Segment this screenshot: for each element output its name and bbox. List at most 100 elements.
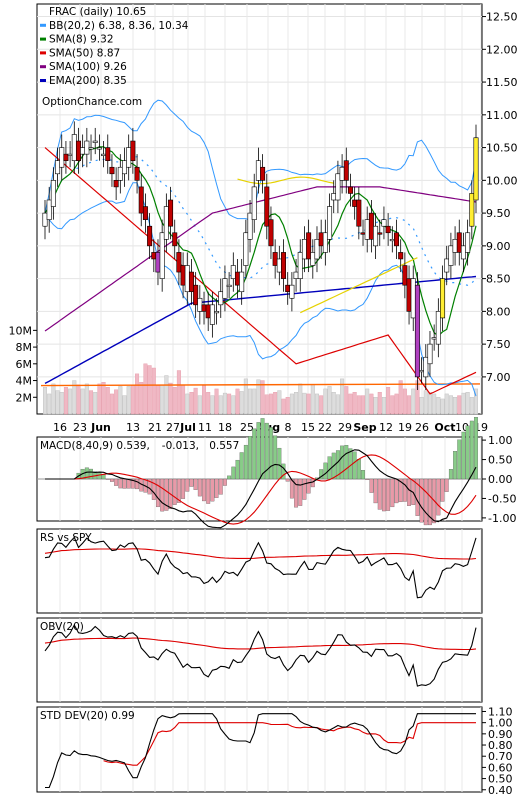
candle-body xyxy=(201,304,207,312)
volume-bar xyxy=(80,388,85,415)
macd-histogram-bar xyxy=(423,478,428,526)
macd-histogram-bar xyxy=(428,478,432,526)
candle-body xyxy=(88,147,94,150)
candle-body xyxy=(92,140,98,143)
macd-histogram-bar xyxy=(419,478,424,523)
volume-bar xyxy=(264,394,269,415)
volume-bar xyxy=(294,392,299,415)
volume-bar xyxy=(352,392,357,415)
candle-body xyxy=(327,206,333,240)
candle-body xyxy=(147,225,153,247)
volume-bar xyxy=(252,388,257,415)
price-legend-entry: FRAC (daily) 10.65 xyxy=(49,6,146,18)
volume-bar xyxy=(227,393,232,415)
candle-body xyxy=(364,219,370,240)
macd-histogram-bar xyxy=(294,478,299,508)
macd-histogram-bar xyxy=(285,478,290,482)
volume-bar xyxy=(423,390,428,415)
bollinger-upper-line xyxy=(44,99,477,222)
candle-body xyxy=(385,225,391,234)
candle-body xyxy=(63,153,69,161)
volume-bar xyxy=(310,384,315,415)
price-y-tick-label: 10.00 xyxy=(486,174,518,187)
volume-bar xyxy=(289,393,294,415)
candle-body xyxy=(448,245,454,266)
candle-body xyxy=(130,140,136,161)
candle-body xyxy=(155,252,161,273)
stddev-y-tick-label: 0.90 xyxy=(488,728,513,741)
price-y-tick-label: 7.50 xyxy=(486,338,511,351)
macd-histogram-bar xyxy=(352,451,357,480)
macd-histogram-bar xyxy=(122,478,127,489)
macd-line xyxy=(45,449,477,529)
volume-bar xyxy=(432,393,437,415)
x-tick-label: 29 xyxy=(338,421,352,434)
candle-body xyxy=(184,265,190,293)
price-y-tick-label: 9.50 xyxy=(486,207,511,220)
candle-body xyxy=(473,137,479,201)
volume-bar xyxy=(63,387,68,415)
macd-histogram-bar xyxy=(197,478,202,497)
x-tick-label: 8 xyxy=(285,421,292,434)
candle-body xyxy=(456,232,462,253)
obv-average-line xyxy=(44,637,477,651)
macd-histogram-bar xyxy=(453,451,458,480)
volume-average-line xyxy=(40,383,481,387)
macd-histogram-bar xyxy=(202,478,206,502)
macd-histogram-bar xyxy=(118,478,123,489)
macd-histogram-bar xyxy=(335,450,340,480)
macd-histogram-bar xyxy=(298,478,303,506)
watermark: OptionChance.com xyxy=(42,96,142,108)
candle-body xyxy=(255,160,261,181)
candle-body xyxy=(410,278,416,319)
rs-line xyxy=(44,536,477,599)
x-tick-label: 16 xyxy=(53,421,67,434)
volume-bar xyxy=(151,367,156,415)
price-legend-entry: EMA(200) 8.35 xyxy=(49,75,127,87)
volume-bar xyxy=(356,395,361,415)
panel-frame-2 xyxy=(36,528,483,614)
price-y-tick-label: 7.00 xyxy=(486,371,511,384)
volume-bar xyxy=(51,383,56,415)
macd-histogram-bar xyxy=(474,417,478,480)
macd-histogram-bar xyxy=(110,478,114,482)
volume-bar xyxy=(218,395,223,415)
macd-legend-entry: -0.013, xyxy=(162,440,199,452)
volume-bar xyxy=(314,393,319,415)
volume-tick-label: 8M xyxy=(16,341,33,354)
macd-histogram-bar xyxy=(130,478,135,489)
candle-body xyxy=(113,180,119,188)
x-tick-label: 23 xyxy=(73,421,87,434)
stddev-y-tick-label: 0.50 xyxy=(488,773,513,786)
volume-bar xyxy=(377,392,382,415)
volume-bar xyxy=(147,365,152,415)
candle-body xyxy=(50,180,56,207)
bollinger-mid-line xyxy=(44,156,477,286)
legend-swatch xyxy=(40,23,46,27)
macd-histogram-bar xyxy=(461,431,466,480)
price-y-tick-label: 10.50 xyxy=(486,142,518,155)
candle-body xyxy=(289,284,295,299)
volume-bar xyxy=(348,393,353,415)
x-tick-label: 12 xyxy=(379,421,393,434)
volume-bar xyxy=(109,393,114,415)
volume-bar xyxy=(448,395,453,415)
volume-bar xyxy=(122,395,127,415)
candle-body xyxy=(402,265,408,286)
volume-bar xyxy=(331,392,336,415)
volume-bar xyxy=(89,390,94,415)
macd-histogram-bar xyxy=(264,422,269,480)
volume-bar xyxy=(181,384,186,415)
volume-bar xyxy=(76,384,81,415)
obv-legend-entry: OBV(20) xyxy=(40,621,84,633)
candle-body xyxy=(151,252,157,260)
x-tick-label: 25 xyxy=(240,421,254,434)
candle-body xyxy=(193,284,199,306)
candle-body xyxy=(243,232,249,266)
volume-bar xyxy=(381,397,386,415)
volume-bar xyxy=(306,393,311,415)
candle-body xyxy=(343,160,349,181)
volume-bar xyxy=(93,392,98,415)
macd-histogram-bar xyxy=(89,468,93,480)
volume-bar xyxy=(427,392,432,415)
